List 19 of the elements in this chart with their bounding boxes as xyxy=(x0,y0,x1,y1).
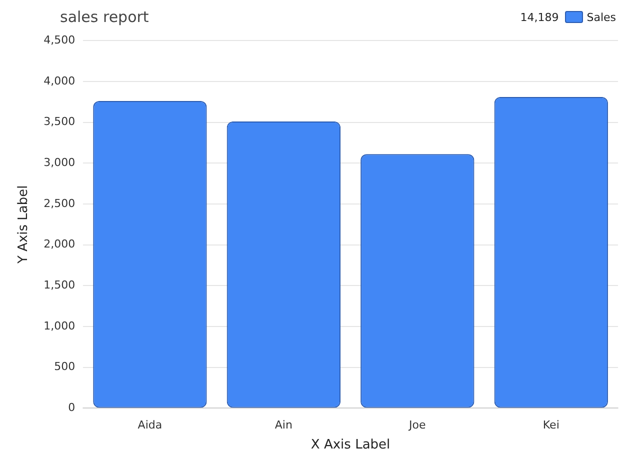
y-tick-label: 4,500 xyxy=(44,33,76,46)
y-tick-label: 500 xyxy=(54,360,76,374)
chart-title: sales report xyxy=(59,8,149,26)
x-tick-label: Kei xyxy=(542,418,560,432)
x-axis-title: X Axis Label xyxy=(310,438,390,453)
y-tick-label: 3,500 xyxy=(44,115,76,128)
x-tick-label: Ain xyxy=(274,418,292,432)
x-tick-label: Aida xyxy=(138,418,162,432)
x-tick-label: Joe xyxy=(408,418,426,432)
y-tick-label: 1,000 xyxy=(44,319,76,332)
y-tick-label: 1,500 xyxy=(44,278,76,292)
y-tick-label: 3,000 xyxy=(44,156,76,169)
y-axis-title: Y Axis Label xyxy=(16,185,32,265)
y-tick-label: 2,500 xyxy=(44,196,76,210)
text: 14,189 xyxy=(520,10,559,24)
y-tick-label: 4,000 xyxy=(44,74,76,88)
y-tick-label: 2,000 xyxy=(44,238,76,251)
y-tick-label: 0 xyxy=(68,401,76,414)
text: Sales xyxy=(586,10,616,24)
